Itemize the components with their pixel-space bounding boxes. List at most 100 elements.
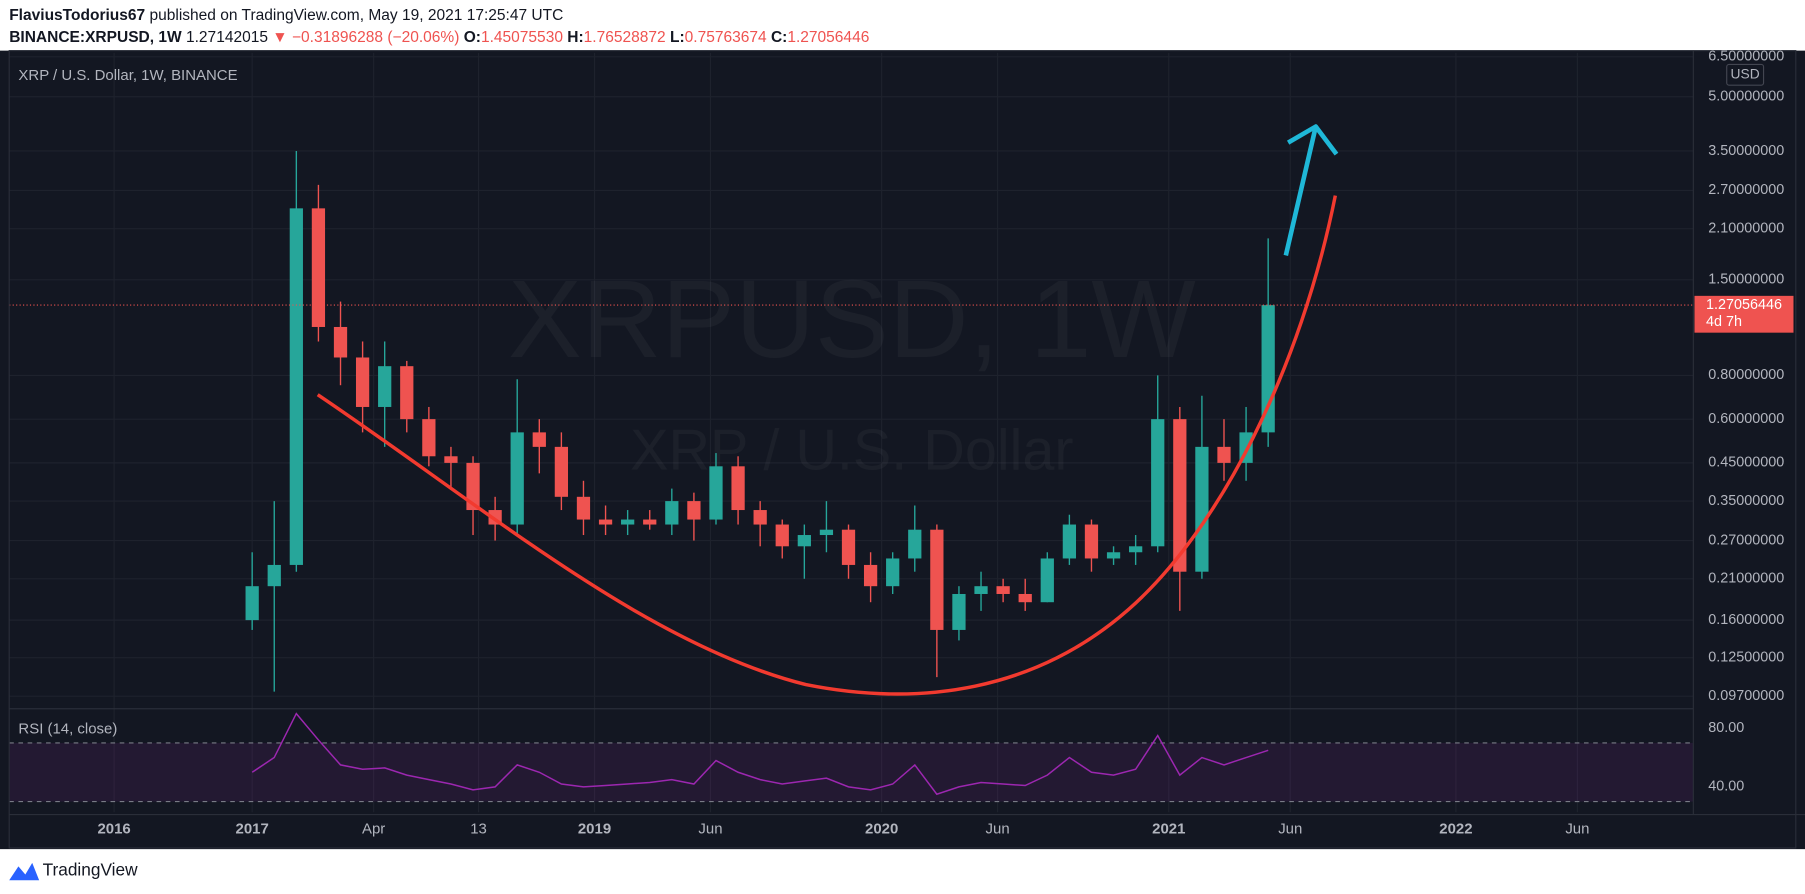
down-arrow: ▼ bbox=[272, 29, 287, 46]
candle-body bbox=[245, 586, 259, 621]
last-price-label: 1.27056446 bbox=[1706, 297, 1782, 313]
candle-body bbox=[466, 462, 480, 511]
candle-body bbox=[1040, 558, 1054, 603]
candle-body bbox=[908, 529, 922, 559]
x-tick-label: 2017 bbox=[236, 821, 269, 838]
y-tick-label: 0.60000000 bbox=[1708, 411, 1784, 427]
y-tick-label: 0.12500000 bbox=[1708, 649, 1784, 665]
candle-body bbox=[1173, 419, 1187, 572]
candle-body bbox=[422, 419, 436, 457]
x-tick-label: 2019 bbox=[578, 821, 611, 838]
candle-body bbox=[731, 466, 745, 511]
symbol-line: BINANCE:XRPUSD, 1W 1.27142015 ▼ −0.31896… bbox=[9, 29, 869, 46]
rsi-tick-label: 80.00 bbox=[1708, 720, 1744, 736]
l-value: 0.75763674 bbox=[685, 29, 767, 46]
candle-body bbox=[687, 501, 701, 520]
candle-body bbox=[267, 564, 281, 587]
last-price-box bbox=[1694, 295, 1794, 333]
candle-body bbox=[753, 510, 767, 525]
y-tick-label: 0.45000000 bbox=[1708, 455, 1784, 471]
candle-body bbox=[930, 529, 944, 630]
candle-body bbox=[311, 208, 326, 327]
logo-icon bbox=[9, 862, 40, 881]
candle-body bbox=[974, 586, 988, 594]
candle-body bbox=[1195, 446, 1209, 572]
candle-body bbox=[1062, 524, 1077, 559]
y-tick-label: 0.09700000 bbox=[1708, 688, 1784, 704]
x-tick-label: Jun bbox=[698, 821, 722, 838]
x-tick-label: Apr bbox=[362, 821, 385, 838]
rsi-line bbox=[251, 712, 1269, 796]
candle-body bbox=[1018, 593, 1032, 603]
candle-body bbox=[532, 432, 546, 447]
candle-body bbox=[819, 529, 834, 536]
y-tick-label: 0.80000000 bbox=[1708, 367, 1784, 383]
change: −0.31896288 (−20.06%) bbox=[292, 29, 459, 46]
y-tick-label: 2.70000000 bbox=[1708, 182, 1784, 198]
candle-body bbox=[863, 564, 878, 587]
rsi-band-fill bbox=[9, 742, 1694, 802]
candle-body bbox=[554, 446, 569, 497]
y-tick-label: 3.50000000 bbox=[1708, 143, 1784, 159]
o-value: 1.45075530 bbox=[481, 29, 563, 46]
candle-body bbox=[1129, 546, 1143, 553]
candle-body bbox=[797, 535, 811, 547]
y-tick-label: 0.27000000 bbox=[1708, 532, 1784, 548]
rsi-pane bbox=[9, 712, 1694, 803]
y-tick-label: 6.50000000 bbox=[1708, 49, 1784, 65]
candle-body bbox=[1217, 446, 1231, 463]
chart-frame bbox=[8, 50, 1797, 849]
c-label: C: bbox=[771, 29, 787, 46]
candle-body bbox=[444, 456, 458, 463]
y-tick-label: 0.35000000 bbox=[1708, 493, 1784, 509]
candles bbox=[9, 150, 1694, 692]
candle-body bbox=[996, 586, 1010, 594]
candle-body bbox=[952, 593, 966, 630]
candle-body bbox=[598, 519, 613, 525]
candle-body bbox=[643, 519, 657, 525]
x-tick-label: 2016 bbox=[97, 821, 130, 838]
candle-body bbox=[1084, 524, 1099, 559]
watermark-subtitle: XRP / U.S. Dollar bbox=[630, 419, 1073, 483]
candle-body bbox=[709, 466, 723, 520]
axes: 2016 2017 Apr 13 2019 Jun 2020 Jun 2021 Jun 2022 Ju… bbox=[97, 49, 1794, 838]
x-tick-label: Jun bbox=[1278, 821, 1302, 838]
y-tick-label: 0.21000000 bbox=[1708, 571, 1784, 587]
candle-body bbox=[355, 357, 370, 407]
currency-box[interactable] bbox=[1726, 63, 1765, 86]
tradingview-logo[interactable]: TradingView bbox=[9, 860, 138, 881]
x-tick-label: 2022 bbox=[1439, 821, 1472, 838]
h-value: 1.76528872 bbox=[584, 29, 666, 46]
y-tick-label: 1.50000000 bbox=[1708, 272, 1784, 288]
x-tick-label: Jun bbox=[1565, 821, 1589, 838]
candle-body bbox=[378, 366, 392, 407]
legend-title: XRP / U.S. Dollar, 1W, BINANCE bbox=[18, 67, 237, 84]
watermark: XRPUSD, 1W bbox=[508, 258, 1196, 381]
candle-body bbox=[510, 432, 524, 525]
rsi-title: RSI (14, close) bbox=[18, 720, 117, 737]
x-tick-label: Jun bbox=[986, 821, 1010, 838]
currency: USD bbox=[1731, 65, 1760, 81]
logo-text: TradingView bbox=[43, 860, 138, 880]
o-label: O: bbox=[464, 29, 481, 46]
candle-body bbox=[665, 501, 679, 525]
drawn-arrow bbox=[1283, 124, 1339, 256]
candle-body bbox=[1151, 419, 1165, 547]
candle-body bbox=[289, 208, 303, 565]
price: 1.27142015 bbox=[186, 29, 268, 46]
symbol: BINANCE:XRPUSD, 1W bbox=[9, 29, 182, 46]
l-label: L: bbox=[670, 29, 685, 46]
y-tick-label: 0.16000000 bbox=[1708, 612, 1784, 628]
x-tick-label: 13 bbox=[470, 821, 487, 838]
y-tick-label: 2.10000000 bbox=[1708, 220, 1784, 236]
candle-body bbox=[621, 519, 635, 525]
x-tick-label: 2020 bbox=[865, 821, 898, 838]
publisher[interactable]: FlaviusTodorius67 bbox=[9, 7, 145, 24]
c-value: 1.27056446 bbox=[787, 29, 869, 46]
candle-body bbox=[333, 326, 348, 358]
candle-body bbox=[775, 524, 789, 547]
candle-body bbox=[886, 558, 900, 587]
candle-body bbox=[1106, 552, 1121, 559]
rsi-tick-label: 40.00 bbox=[1708, 779, 1744, 795]
